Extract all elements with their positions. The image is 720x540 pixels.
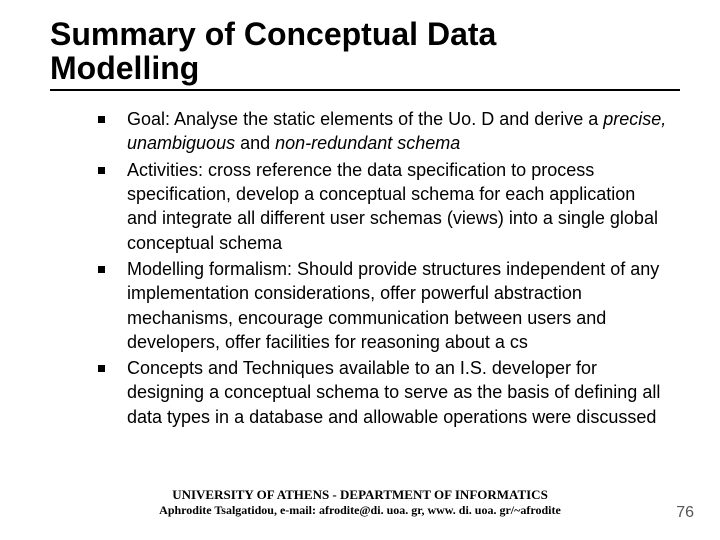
title-underline [50,89,680,91]
slide: Summary of Conceptual Data Modelling Goa… [0,0,720,540]
footer-author: Aphrodite Tsalgatidou, e-mail: afrodite@… [0,503,720,518]
text-run: Concepts and Techniques available to an … [127,358,660,427]
text-run: and [235,133,275,153]
bullet-text: Activities: cross reference the data spe… [127,158,670,255]
bullet-icon [98,365,105,372]
text-run: Goal: Analyse the static elements of the… [127,109,603,129]
list-item: Modelling formalism: Should provide stru… [98,257,670,354]
list-item: Activities: cross reference the data spe… [98,158,670,255]
list-item: Concepts and Techniques available to an … [98,356,670,429]
bullet-icon [98,167,105,174]
slide-title: Summary of Conceptual Data Modelling [50,18,680,85]
title-line-1: Summary of Conceptual Data [50,16,496,52]
bullet-text: Modelling formalism: Should provide stru… [127,257,670,354]
bullet-icon [98,116,105,123]
bullet-icon [98,266,105,273]
bullet-list: Goal: Analyse the static elements of the… [50,107,680,429]
text-run-emph: non-redundant schema [275,133,460,153]
footer: UNIVERSITY OF ATHENS - DEPARTMENT OF INF… [0,487,720,518]
bullet-text: Concepts and Techniques available to an … [127,356,670,429]
title-line-2: Modelling [50,50,199,86]
list-item: Goal: Analyse the static elements of the… [98,107,670,156]
footer-org: UNIVERSITY OF ATHENS - DEPARTMENT OF INF… [0,487,720,503]
page-number: 76 [676,504,694,522]
text-run: Modelling formalism: Should provide stru… [127,259,659,352]
text-run: Activities: cross reference the data spe… [127,160,658,253]
bullet-text: Goal: Analyse the static elements of the… [127,107,670,156]
